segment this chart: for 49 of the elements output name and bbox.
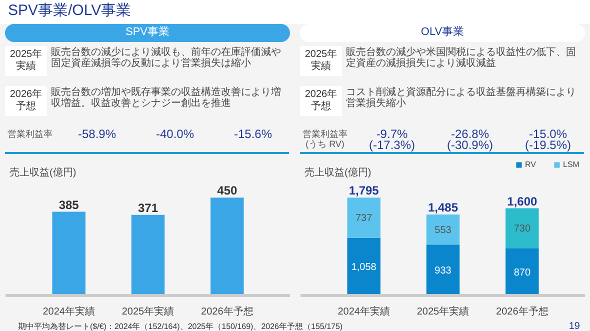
text: 販売台数の減少により減収も、前年の在庫評価減や固定資産減損等の反動により営業損失は縮小	[51, 47, 282, 69]
x-tick-label: 2025年実績	[416, 306, 470, 318]
legend-label: RV	[525, 160, 537, 169]
legend-label: LSM	[563, 160, 580, 169]
text: 営業利益率(うち RV)	[302, 129, 348, 149]
text: -26.8% (-30.9%)	[446, 127, 493, 152]
text: 販売台数の減少や米国関税による収益性の低下、固定資産の減損損失により減収減益	[346, 47, 577, 69]
chart-title: OLV事業	[420, 25, 464, 40]
data-label: 737	[355, 213, 373, 224]
text: 期中平均為替レート($/€)：2024年（152/164)、2025年（150/169)、2026年予想（155/175)	[18, 321, 343, 331]
text: 2025年実績	[7, 49, 45, 73]
text: 2026年予想	[302, 89, 340, 113]
bar	[506, 208, 539, 248]
text: 営業利益率	[8, 129, 52, 139]
text: -15.6%	[234, 127, 272, 141]
bar	[347, 198, 380, 238]
x-tick-label: 2024年実績	[42, 306, 95, 318]
bar	[426, 244, 460, 296]
text: -15.0% (-19.5%)	[524, 127, 571, 152]
data-label: 385	[58, 198, 80, 212]
text: 販売台数の増加や既存事業の収益構造改善により増収増益。収益改善とシナジー創出を推進	[51, 87, 282, 109]
text: -40.0%	[156, 127, 194, 141]
y-axis-title: 売上収益(億円)	[304, 166, 372, 178]
data-label: 933	[434, 266, 452, 277]
text: SPV事業/OLV事業	[8, 1, 132, 21]
text: -58.9%	[78, 127, 116, 141]
text: 2025年実績	[302, 49, 340, 73]
y-axis-title: 売上収益(億円)	[10, 166, 76, 178]
x-tick-label: 2024年実績	[338, 306, 390, 318]
data-label: 870	[514, 267, 531, 278]
total-label: 1,795	[348, 184, 380, 198]
total-label: 1,600	[507, 194, 538, 208]
text: -9.7% (-17.3%)	[368, 127, 415, 152]
chart-title: SPV事業	[125, 25, 170, 40]
data-label: 371	[138, 200, 158, 215]
text: 19	[568, 320, 580, 331]
data-label: 450	[217, 184, 238, 198]
data-label: 730	[514, 224, 531, 235]
data-label: 553	[434, 225, 452, 236]
bar	[347, 238, 380, 296]
text: 2026年予想	[7, 89, 45, 113]
total-label: 1,485	[428, 200, 458, 214]
x-tick-label: 2025年実績	[122, 306, 174, 318]
bar	[426, 214, 460, 245]
text: コスト削減と資源配分による収益基盤再構築により営業損失縮小	[346, 87, 577, 109]
x-tick-label: 2026年予想	[201, 306, 254, 318]
data-label: 1,058	[351, 262, 377, 274]
bar	[506, 248, 539, 296]
x-tick-label: 2026年予想	[496, 306, 548, 318]
